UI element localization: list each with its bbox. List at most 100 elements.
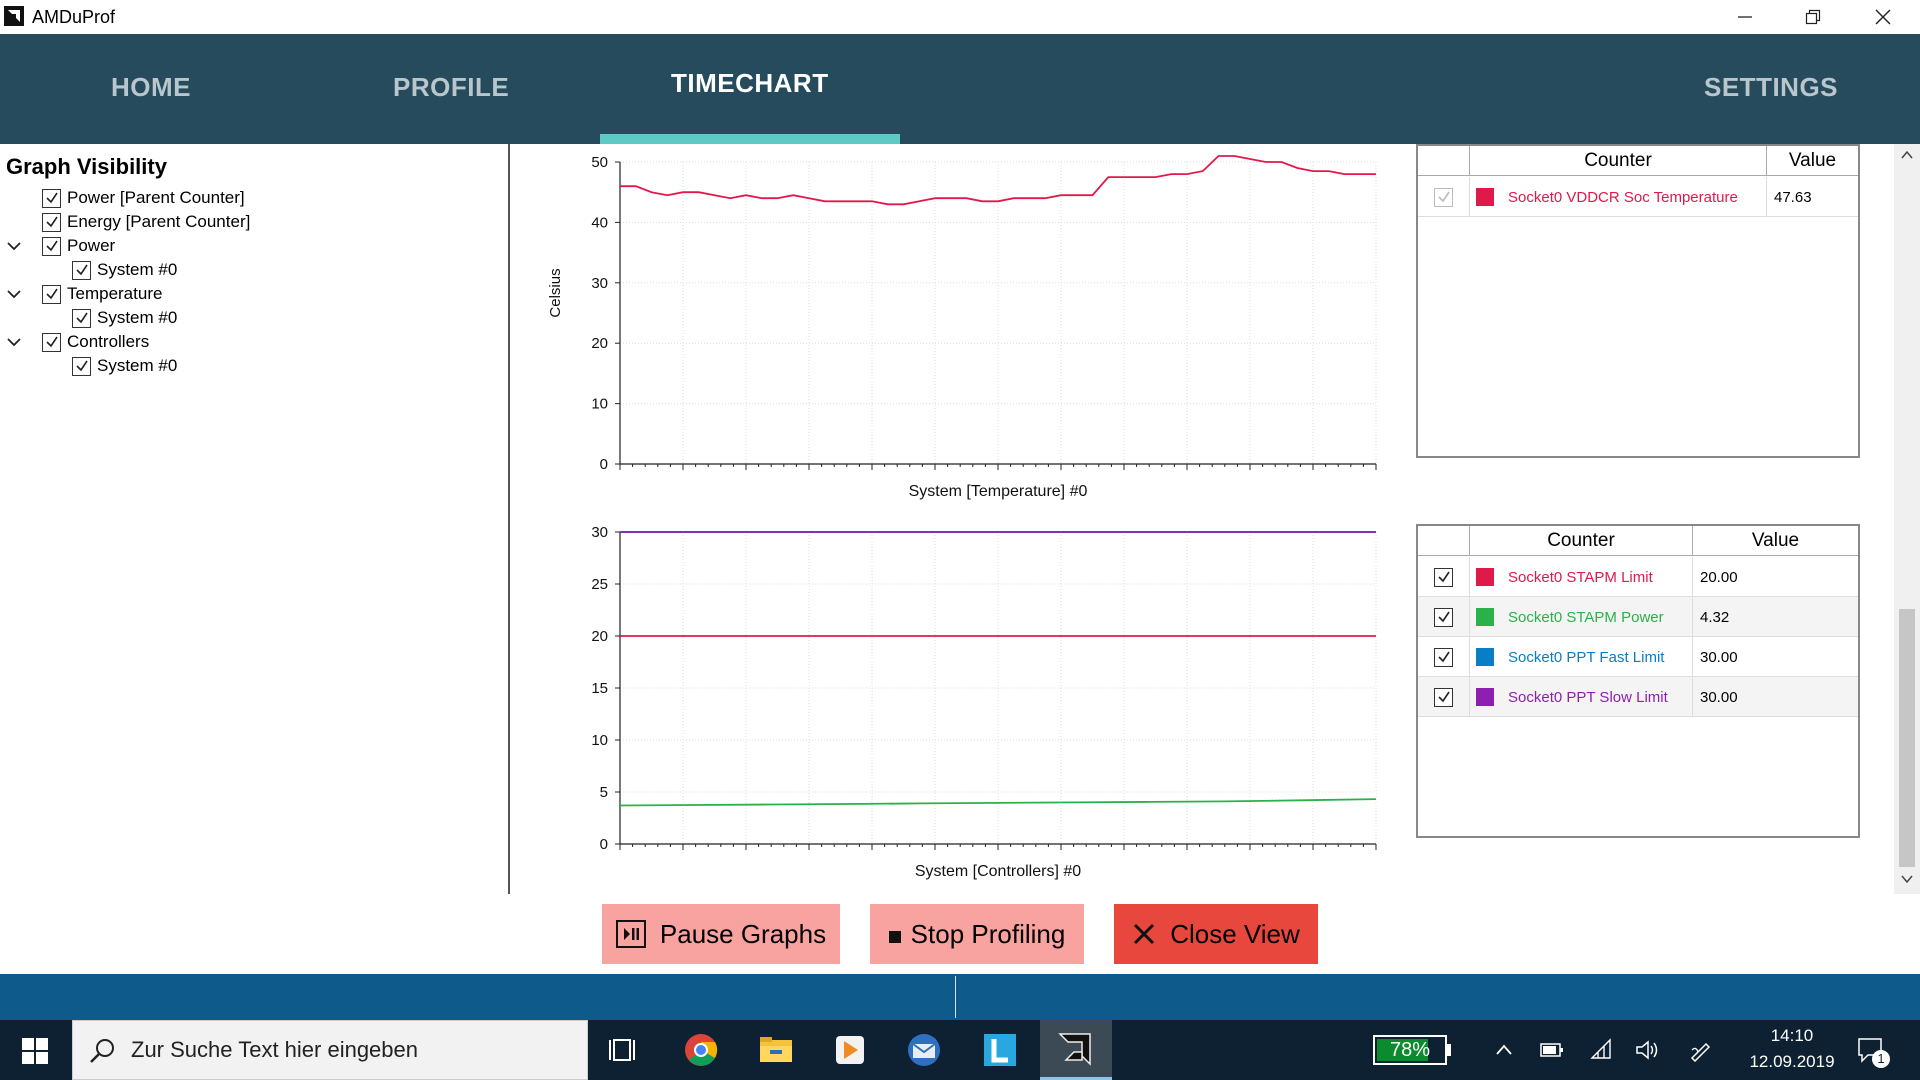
chevron-up-icon[interactable]: [1494, 1040, 1514, 1060]
row-checkbox-cell[interactable]: [1418, 677, 1470, 717]
wifi-icon[interactable]: [1588, 1036, 1614, 1062]
scrollbar-thumb[interactable]: [1899, 609, 1915, 867]
tab-settings[interactable]: SETTINGS: [1704, 72, 1839, 102]
checkbox[interactable]: [42, 284, 61, 304]
status-divider: [955, 976, 956, 1018]
header-value[interactable]: Value: [1751, 530, 1800, 551]
chrome-icon[interactable]: [681, 1030, 721, 1070]
pause-graphs-label: Pause Graphs: [659, 918, 827, 949]
restore-button[interactable]: [1778, 0, 1848, 34]
pause-graphs-button[interactable]: Pause Graphs: [602, 904, 840, 964]
taskbar-search-box[interactable]: Zur Suche Text hier eingeben: [72, 1020, 588, 1080]
counter-cell: Socket0 VDDCR Soc Temperature: [1476, 177, 1767, 217]
l-app-icon[interactable]: [980, 1030, 1020, 1070]
tree-item-power-system0[interactable]: System #0: [72, 258, 177, 282]
file-explorer-icon[interactable]: [756, 1030, 796, 1070]
taskbar-active-app[interactable]: [1040, 1020, 1112, 1080]
clock-date[interactable]: 12.09.2019: [1749, 1052, 1835, 1071]
tree-item-power[interactable]: Power: [42, 234, 115, 258]
graph-visibility-panel: Graph Visibility Power [Parent Counter] …: [0, 144, 510, 894]
row-checkbox-cell[interactable]: [1418, 177, 1470, 217]
checkbox[interactable]: [1434, 647, 1453, 667]
header-counter[interactable]: Counter: [1470, 146, 1767, 176]
vertical-scrollbar[interactable]: [1894, 144, 1920, 894]
tab-timechart[interactable]: TIMECHART: [671, 68, 829, 98]
task-view-icon[interactable]: [604, 1030, 644, 1070]
battery-indicator[interactable]: 78%: [1373, 1035, 1447, 1065]
controllers-counter-table: Counter Value Socket0 STAPM Limit 20.00 …: [1416, 524, 1860, 838]
close-view-button[interactable]: Close View: [1114, 904, 1318, 964]
notification-icon[interactable]: [1856, 1036, 1886, 1066]
value-cell: 30.00: [1700, 648, 1738, 666]
checkbox[interactable]: [1434, 687, 1453, 707]
chevron-down-icon[interactable]: [6, 286, 22, 302]
scroll-down-icon[interactable]: [1901, 874, 1913, 884]
table-row[interactable]: Socket0 PPT Fast Limit 30.00: [1418, 637, 1858, 677]
checkbox[interactable]: [42, 236, 61, 256]
checkbox[interactable]: [1434, 607, 1453, 627]
checkbox[interactable]: [42, 212, 61, 232]
scroll-up-icon[interactable]: [1901, 150, 1913, 160]
counter-cell: Socket0 STAPM Power: [1476, 597, 1693, 637]
checkbox[interactable]: [72, 260, 91, 280]
header-value[interactable]: Value: [1788, 150, 1837, 171]
pause-play-icon: [615, 920, 646, 948]
active-tab-indicator: [600, 134, 900, 144]
tab-home[interactable]: HOME: [111, 72, 191, 102]
series-line-socket0-stapm-power: [619, 798, 1377, 807]
checkbox[interactable]: [1434, 187, 1453, 207]
tree-item-controllers-system0[interactable]: System #0: [72, 354, 177, 378]
chevron-down-icon[interactable]: [6, 334, 22, 350]
close-window-button[interactable]: [1848, 0, 1918, 34]
table-header: Counter Value: [1418, 146, 1858, 176]
windows-start-icon[interactable]: [22, 1038, 48, 1064]
checkmark-icon: [75, 360, 88, 372]
checkbox[interactable]: [1434, 567, 1453, 587]
title-bar: AMDuProf: [0, 0, 1920, 34]
y-tick-label: 10: [591, 732, 608, 749]
y-axis-label: Celsius: [547, 268, 564, 317]
x-axis-label: System [Temperature] #0: [909, 483, 1088, 500]
chevron-down-icon[interactable]: [6, 238, 22, 254]
y-tick-label: 30: [591, 275, 608, 292]
tree-item-temperature[interactable]: Temperature: [42, 282, 162, 306]
amd-logo-icon: [4, 6, 24, 26]
checkmark-icon: [45, 216, 58, 228]
pen-icon[interactable]: [1688, 1038, 1714, 1062]
y-tick-label: 50: [591, 154, 608, 171]
tab-profile[interactable]: PROFILE: [393, 72, 510, 102]
row-checkbox-cell[interactable]: [1418, 557, 1470, 597]
battery-icon[interactable]: [1540, 1040, 1564, 1060]
temperature-counter-table: Counter Value Socket0 VDDCR Soc Temperat…: [1416, 144, 1860, 458]
table-row[interactable]: Socket0 STAPM Limit 20.00: [1418, 557, 1858, 597]
header-counter[interactable]: Counter: [1470, 526, 1693, 556]
checkbox[interactable]: [42, 188, 61, 208]
tree-item-controllers[interactable]: Controllers: [42, 330, 149, 354]
table-row[interactable]: Socket0 STAPM Power 4.32: [1418, 597, 1858, 637]
stop-profiling-button[interactable]: Stop Profiling: [870, 904, 1084, 964]
row-checkbox-cell[interactable]: [1418, 637, 1470, 677]
table-row[interactable]: Socket0 PPT Slow Limit 30.00: [1418, 677, 1858, 717]
tree-item-energy-parent[interactable]: Energy [Parent Counter]: [42, 210, 250, 234]
y-tick-label: 0: [600, 456, 608, 473]
counter-name: Socket0 STAPM Limit: [1508, 568, 1653, 586]
checkbox[interactable]: [72, 356, 91, 376]
taskbar-search-placeholder: Zur Suche Text hier eingeben: [131, 1037, 418, 1062]
thunderbird-icon[interactable]: [904, 1030, 944, 1070]
y-tick-label: 0: [600, 836, 608, 853]
tree-item-label: System #0: [97, 308, 178, 327]
minimize-button[interactable]: [1710, 0, 1780, 34]
tree-item-power-parent[interactable]: Power [Parent Counter]: [42, 186, 245, 210]
row-checkbox-cell[interactable]: [1418, 597, 1470, 637]
checkmark-icon: [45, 288, 58, 300]
tree-item-temperature-system0[interactable]: System #0: [72, 306, 177, 330]
checkbox[interactable]: [42, 332, 61, 352]
media-player-icon[interactable]: [830, 1030, 870, 1070]
counter-cell: Socket0 STAPM Limit: [1476, 557, 1693, 597]
graph-visibility-title: Graph Visibility: [6, 154, 167, 179]
table-row[interactable]: Socket0 VDDCR Soc Temperature 47.63: [1418, 177, 1858, 217]
clock-time[interactable]: 14:10: [1770, 1026, 1814, 1045]
volume-icon[interactable]: [1634, 1038, 1660, 1062]
close-icon: [1875, 9, 1891, 25]
checkbox[interactable]: [72, 308, 91, 328]
